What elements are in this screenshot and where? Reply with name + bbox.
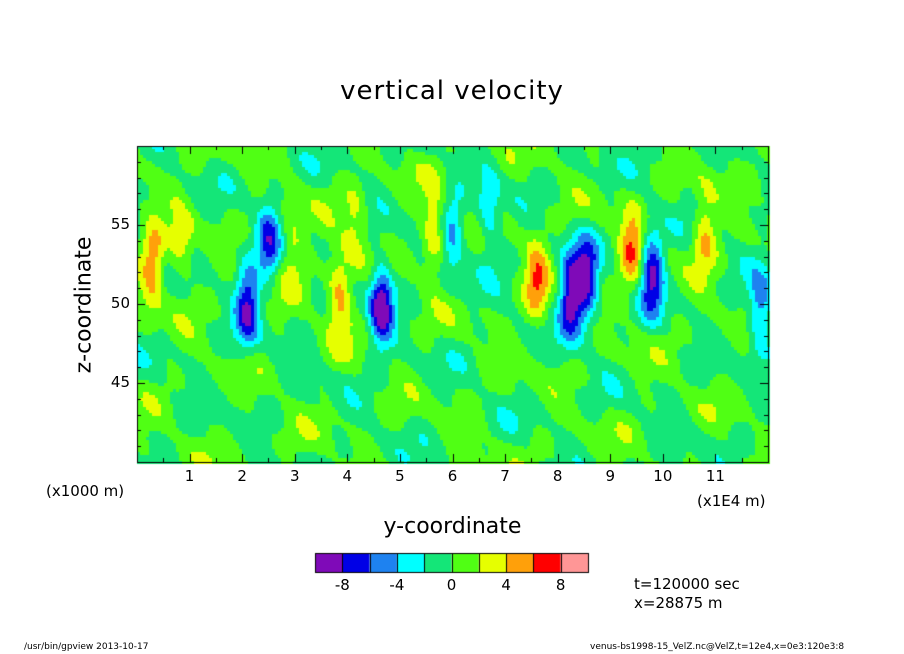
chart-title: vertical velocity xyxy=(340,76,564,106)
footer-left: /usr/bin/gpview 2013-10-17 xyxy=(24,642,149,652)
x-tick-label: 10 xyxy=(653,467,673,485)
y-tick-label: 55 xyxy=(110,215,130,233)
colorbar-tick-label: -8 xyxy=(334,576,350,594)
x-tick-label: 1 xyxy=(184,467,195,485)
x-tick-label: 9 xyxy=(605,467,616,485)
footer-right: venus-bs1998-15_VelZ.nc@VelZ,t=12e4,x=0e… xyxy=(590,642,845,652)
y-tick-label: 50 xyxy=(110,294,130,312)
x-unit-label: (x1000 m) xyxy=(46,482,125,500)
x-tick-label: 2 xyxy=(237,467,247,485)
x-tick-label: 6 xyxy=(447,467,458,485)
y-tick-label: 45 xyxy=(110,373,130,391)
colorbar-tick-label: -4 xyxy=(389,576,405,594)
colorbar-tick-label: 8 xyxy=(555,576,566,594)
x-tick-label: 8 xyxy=(552,467,563,485)
x-tick-label: 11 xyxy=(705,467,725,485)
x-scale-label: (x1E4 m) xyxy=(697,492,766,510)
x-tick-label: 7 xyxy=(500,467,510,485)
colorbar-tick-label: 4 xyxy=(501,576,511,594)
colorbar-tick-label: 0 xyxy=(446,576,457,594)
x-axis-label: y-coordinate xyxy=(383,514,522,539)
x-tick-label: 4 xyxy=(342,467,353,485)
time-annotation: t=120000 sec xyxy=(634,575,740,593)
x-tick-label: 3 xyxy=(289,467,300,485)
x-tick-label: 5 xyxy=(395,467,405,485)
x-position-annotation: x=28875 m xyxy=(634,594,723,612)
